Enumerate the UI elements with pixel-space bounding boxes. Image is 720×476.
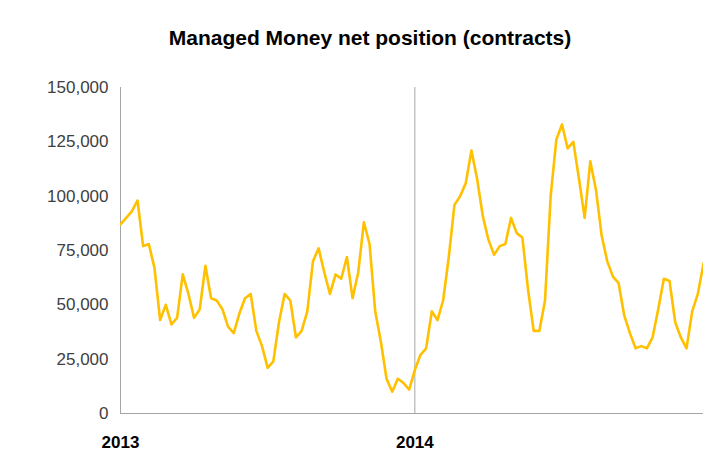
- svg-text:125,000: 125,000: [47, 132, 108, 151]
- svg-text:25,000: 25,000: [57, 350, 109, 369]
- svg-text:2014: 2014: [396, 433, 434, 452]
- html-text:Managed Money net position (co: Managed Money net position (contracts): [168, 26, 572, 49]
- svg-text:75,000: 75,000: [57, 241, 109, 260]
- svg-text:100,000: 100,000: [47, 187, 108, 206]
- svg-text:150,000: 150,000: [47, 78, 108, 97]
- svg-text:50,000: 50,000: [57, 295, 109, 314]
- svg-text:0: 0: [99, 404, 108, 423]
- svg-text:2013: 2013: [102, 433, 140, 452]
